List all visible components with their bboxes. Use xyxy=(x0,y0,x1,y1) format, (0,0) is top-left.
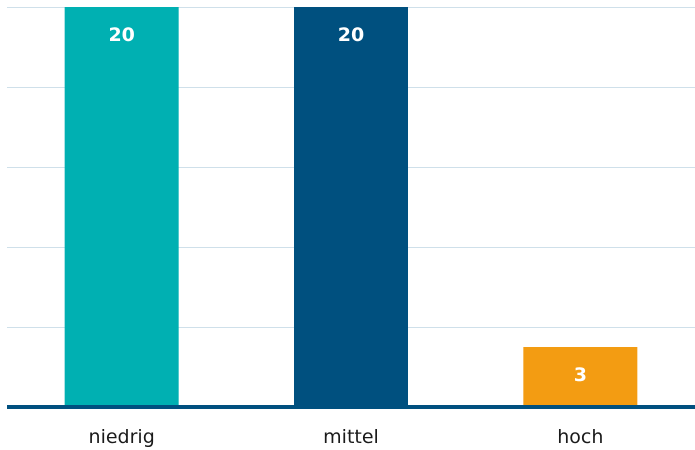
data-label-mittel: 20 xyxy=(338,24,364,46)
bar-niedrig xyxy=(64,7,179,407)
x-tick-labels: niedrig mittel hoch xyxy=(89,426,604,448)
data-label-hoch: 3 xyxy=(574,364,587,386)
bars xyxy=(64,7,638,407)
bar-hoch xyxy=(523,347,638,407)
data-labels: 20 20 3 xyxy=(108,24,587,386)
bar-mittel xyxy=(294,7,408,407)
tick-label-niedrig: niedrig xyxy=(89,426,155,448)
tick-label-hoch: hoch xyxy=(557,426,603,448)
tick-label-mittel: mittel xyxy=(323,426,379,448)
data-label-niedrig: 20 xyxy=(108,24,134,46)
